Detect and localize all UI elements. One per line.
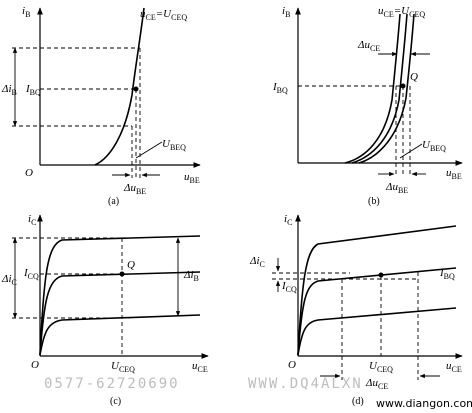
panel-d-origin: O (288, 359, 296, 371)
panel-c-icq: ICQ (23, 267, 39, 281)
panel-b-delta-uce: ΔuCE (357, 39, 380, 53)
panel-a: iB uBE O uCE=UCEQ ΔiB IBQ UBEQ ΔuBE (a) (1, 5, 201, 207)
panel-b-caption: (b) (368, 196, 380, 207)
panel-a-ubeq-leader (135, 141, 163, 159)
panel-a-x-label: uBE (184, 171, 200, 185)
panel-c-caption: (c) (110, 396, 121, 407)
panel-c-delta-ib: ΔiB (183, 269, 199, 283)
panel-d-curve-mid (297, 267, 457, 356)
panel-d-caption: (d) (352, 396, 364, 407)
panel-d-y-label: iC (284, 213, 292, 227)
panel-c-origin: O (31, 359, 39, 371)
panel-b-ibq: IBQ (272, 81, 288, 95)
panel-c-uceq: UCEQ (111, 360, 135, 374)
panel-c-y-label: iC (28, 213, 36, 227)
panel-c-curve-mid (39, 271, 201, 356)
watermark-site: WWW.DQ4ALXN (248, 376, 363, 392)
panel-b-curve-1 (344, 13, 401, 164)
panel-c-curve-top (39, 235, 201, 356)
panel-d-delta-uce: ΔuCE (365, 377, 388, 391)
panel-b-q: Q (410, 71, 418, 83)
panel-b-delta-ube: ΔuBE (385, 181, 408, 195)
panel-b-curve-3 (358, 13, 415, 164)
panel-b-x-label: uBE (446, 167, 462, 181)
panel-c-curve-bot (39, 314, 201, 356)
panel-a-caption: (a) (108, 196, 119, 207)
panel-d-ibq: IBQ (439, 267, 455, 281)
panel-d-x-label: uCE (446, 360, 462, 374)
panel-d-uceq: UCEQ (369, 360, 393, 374)
panel-b-curve-2 (351, 13, 408, 164)
panel-d-curve-top (297, 225, 457, 356)
panel-c-q: Q (127, 259, 135, 271)
panel-b-y-label: iB (282, 5, 290, 19)
panel-c-q-point (119, 271, 125, 277)
panel-d: iC uCE O ΔiC ICQ IBQ UCEQ ΔuCE (d) (249, 213, 463, 407)
watermark-url: www.diangon.com (376, 397, 472, 410)
panel-d-q-point (378, 272, 384, 278)
panel-d-delta-ic: ΔiC (249, 255, 265, 269)
panel-d-icq: ICQ (281, 280, 297, 294)
watermark-phone: 0577-62720690 (44, 376, 180, 392)
panel-b-ubeq: UBEQ (422, 139, 446, 153)
panel-a-origin: O (25, 167, 33, 179)
panel-a-ubeq: UBEQ (162, 138, 186, 152)
panel-c: iC uCE O Q ΔiC ICQ ΔiB UCEQ (c) (1, 213, 209, 407)
panel-c-x-label: uCE (192, 360, 208, 374)
panel-b-curve-label: uCE=UCEQ (378, 5, 425, 19)
watermark: 0577-62720690 WWW.DQ4ALXN www.diangon.co… (44, 376, 472, 410)
panel-b-ubeq-leader (399, 143, 423, 159)
panel-a-delta-ib: ΔiB (1, 83, 17, 97)
panel-d-curve-bot (297, 307, 457, 356)
panel-a-y-label: iB (22, 5, 30, 19)
panel-a-curve-label: uCE=UCEQ (140, 8, 187, 22)
panel-b: iB uBE uCE=UCEQ ΔuCE Q IBQ UBEQ ΔuBE (b) (272, 5, 463, 207)
panel-a-delta-ube: ΔuBE (123, 182, 146, 196)
panel-a-input-curve (94, 7, 145, 166)
panel-a-ibq: IBQ (25, 83, 41, 97)
panel-c-delta-ic: ΔiC (1, 273, 17, 287)
